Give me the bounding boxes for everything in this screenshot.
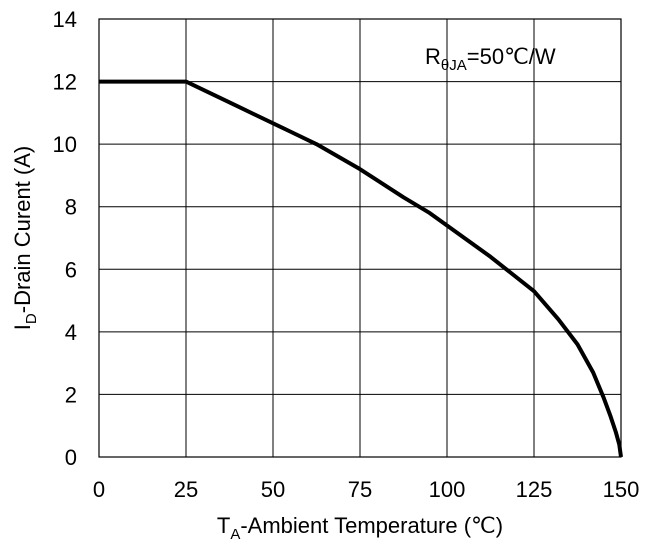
y-tick-label: 14 [53, 7, 77, 32]
annotation-main: R [425, 44, 441, 69]
y-axis-label-sub: D [23, 313, 40, 324]
x-axis-label-sub: A [230, 526, 240, 543]
y-axis-label-rest: -Drain Curent (A) [10, 146, 35, 313]
y-axis-label: ID-Drain Curent (A) [10, 146, 40, 330]
x-tick-label: 25 [174, 477, 198, 502]
x-axis-label-main: T [217, 513, 230, 538]
y-tick-labels: 0 2 4 6 8 10 12 14 [53, 7, 77, 470]
x-tick-label: 75 [348, 477, 372, 502]
plot-area [98, 18, 622, 458]
x-tick-label: 150 [603, 477, 640, 502]
x-axis-label: TA-Ambient Temperature (℃) [217, 513, 503, 543]
y-tick-label: 4 [65, 320, 77, 345]
drain-current-curve [99, 79, 623, 458]
y-tick-label: 10 [53, 132, 77, 157]
x-tick-label: 50 [261, 477, 285, 502]
x-tick-label: 0 [93, 477, 105, 502]
y-tick-label: 12 [53, 70, 77, 95]
y-tick-label: 2 [65, 382, 77, 407]
annotation-sub: θJA [441, 57, 467, 74]
x-tick-labels: 0 25 50 75 100 125 150 [93, 477, 639, 502]
x-tick-label: 100 [429, 477, 466, 502]
grid [98, 18, 622, 458]
y-axis-label-main: I [10, 324, 35, 330]
thermal-resistance-annotation: RθJA=50℃/W [425, 44, 556, 74]
y-tick-label: 0 [65, 445, 77, 470]
y-tick-label: 8 [65, 195, 77, 220]
x-tick-label: 125 [516, 477, 553, 502]
annotation-rest: =50℃/W [467, 44, 556, 69]
y-tick-label: 6 [65, 257, 77, 282]
x-axis-label-rest: -Ambient Temperature (℃) [240, 513, 503, 538]
